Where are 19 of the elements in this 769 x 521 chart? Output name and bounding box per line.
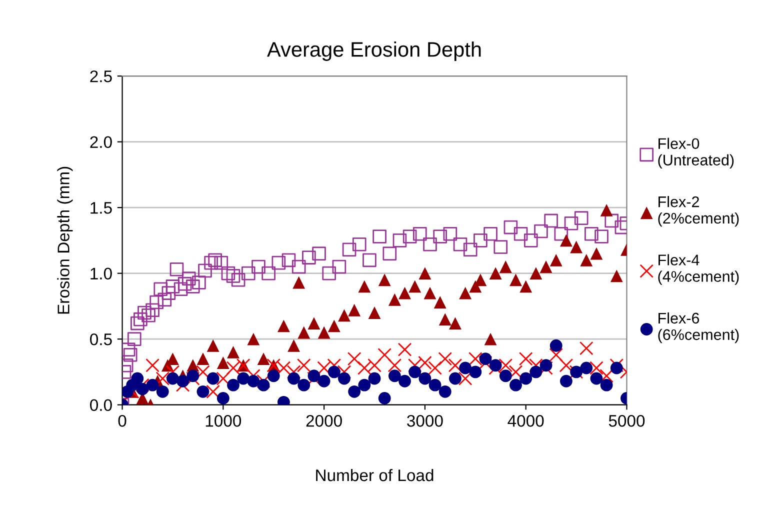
x-tick-label: 1000 xyxy=(206,414,242,427)
chart-title: Average Erosion Depth xyxy=(267,42,481,61)
x-tick-label: 0 xyxy=(118,414,126,427)
legend-label: Flex-4 (4%cement) xyxy=(658,254,739,285)
y-tick-label: 2.0 xyxy=(90,136,112,148)
x-tick-label: 2000 xyxy=(306,414,342,427)
y-tick-label: 0.5 xyxy=(90,333,112,346)
x-tick-label: 5000 xyxy=(608,414,645,427)
x-tick-label: 3000 xyxy=(407,414,443,427)
x-axis-title: Number of Load xyxy=(316,468,434,482)
legend-label: Flex-0 (Untreated) xyxy=(658,138,734,168)
y-tick-label: 2.5 xyxy=(90,70,112,82)
y-axis-title: Erosion Depth (mm) xyxy=(57,166,73,314)
y-tick-label: 0.0 xyxy=(90,399,112,412)
legend-label: Flex-6 (6%cement) xyxy=(658,312,739,344)
x-tick-label: 4000 xyxy=(508,414,544,427)
y-tick-label: 1.0 xyxy=(90,268,112,280)
legend-label: Flex-2 (2%cement) xyxy=(658,196,739,227)
y-tick-label: 1.5 xyxy=(90,202,112,214)
